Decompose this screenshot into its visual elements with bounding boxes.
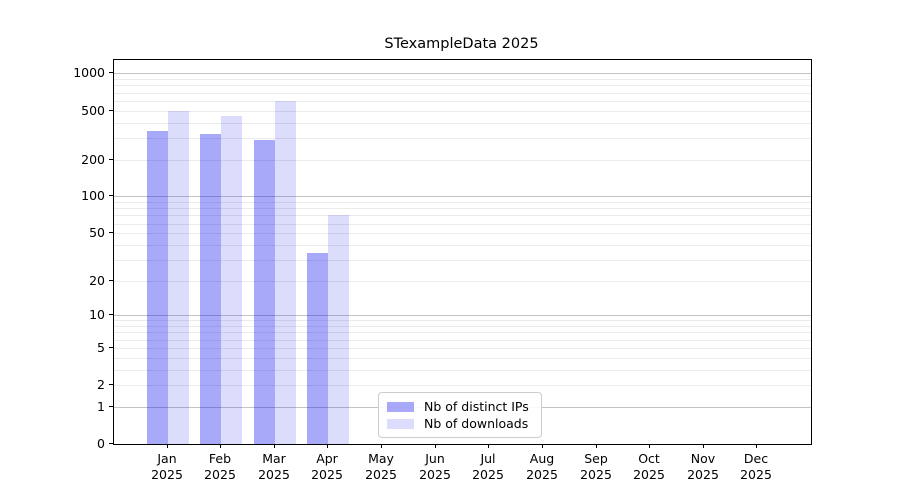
ytick-label-1: 1	[97, 399, 105, 414]
legend-swatch-downloads	[387, 418, 414, 429]
xtick-mark-sep	[596, 444, 597, 448]
legend-label-distinct-ips: Nb of distinct IPs	[424, 399, 529, 414]
ytick-label-0: 0	[97, 436, 105, 451]
ytick-mark-2	[109, 384, 113, 385]
gridline-y-300	[114, 138, 811, 139]
gridline-y-50	[114, 233, 811, 234]
xtick-mark-jan	[167, 444, 168, 448]
gridline-y-90	[114, 202, 811, 203]
ytick-label-1000: 1000	[73, 65, 105, 80]
gridline-y-1000	[114, 73, 811, 74]
bar-feb-distinct-ips	[200, 134, 221, 444]
gridline-y-100	[114, 196, 811, 197]
gridline-y-70	[114, 215, 811, 216]
ytick-mark-5	[109, 347, 113, 348]
gridline-y-400	[114, 123, 811, 124]
gridline-y-40	[114, 245, 811, 246]
xtick-mark-feb	[220, 444, 221, 448]
gridline-y-10	[114, 315, 811, 316]
xtick-mark-jun	[435, 444, 436, 448]
gridline-y-900	[114, 79, 811, 80]
gridline-y-6	[114, 340, 811, 341]
legend-label-downloads: Nb of downloads	[424, 416, 529, 431]
gridline-y-5	[114, 348, 811, 349]
gridline-y-600	[114, 101, 811, 102]
xtick-label-feb: Feb 2025	[204, 451, 236, 482]
bar-feb-downloads	[221, 116, 242, 444]
bar-mar-distinct-ips	[254, 140, 275, 444]
legend-item-distinct-ips: Nb of distinct IPs	[387, 398, 533, 415]
chart-title: STexampleData 2025	[384, 36, 539, 52]
gridline-y-80	[114, 208, 811, 209]
xtick-label-mar: Mar 2025	[258, 451, 290, 482]
ytick-mark-1	[109, 406, 113, 407]
ytick-mark-100	[109, 195, 113, 196]
xtick-mark-dec	[756, 444, 757, 448]
ytick-label-2: 2	[97, 377, 105, 392]
xtick-mark-jul	[488, 444, 489, 448]
ytick-mark-20	[109, 280, 113, 281]
xtick-mark-aug	[542, 444, 543, 448]
xtick-mark-nov	[703, 444, 704, 448]
gridline-y-2	[114, 385, 811, 386]
ytick-label-20: 20	[89, 273, 105, 288]
ytick-label-200: 200	[81, 152, 105, 167]
plot-area	[113, 59, 812, 445]
bar-mar-downloads	[275, 101, 296, 444]
ytick-label-10: 10	[89, 307, 105, 322]
bar-apr-downloads	[328, 215, 349, 444]
xtick-label-may: May 2025	[365, 451, 397, 482]
bar-apr-distinct-ips	[307, 253, 328, 444]
ytick-mark-10	[109, 314, 113, 315]
gridline-y-3	[114, 370, 811, 371]
ytick-label-100: 100	[81, 188, 105, 203]
xtick-label-aug: Aug 2025	[526, 451, 558, 482]
xtick-mark-may	[381, 444, 382, 448]
xtick-mark-mar	[274, 444, 275, 448]
ytick-mark-1000	[109, 72, 113, 73]
gridline-y-60	[114, 224, 811, 225]
gridline-y-8	[114, 326, 811, 327]
xtick-label-jun: Jun 2025	[419, 451, 451, 482]
ytick-mark-50	[109, 232, 113, 233]
gridline-y-700	[114, 93, 811, 94]
ytick-mark-200	[109, 159, 113, 160]
xtick-label-oct: Oct 2025	[633, 451, 665, 482]
xtick-label-dec: Dec 2025	[740, 451, 772, 482]
xtick-mark-oct	[649, 444, 650, 448]
gridline-y-500	[114, 111, 811, 112]
xtick-mark-apr	[327, 444, 328, 448]
ytick-mark-500	[109, 110, 113, 111]
xtick-label-sep: Sep 2025	[580, 451, 612, 482]
gridline-y-4	[114, 358, 811, 359]
xtick-label-jul: Jul 2025	[472, 451, 504, 482]
gridline-y-200	[114, 160, 811, 161]
xtick-label-nov: Nov 2025	[687, 451, 719, 482]
legend-swatch-distinct-ips	[387, 401, 414, 412]
xtick-label-jan: Jan 2025	[151, 451, 183, 482]
legend: Nb of distinct IPs Nb of downloads	[378, 392, 542, 438]
gridline-y-9	[114, 320, 811, 321]
gridline-y-30	[114, 260, 811, 261]
ytick-label-500: 500	[81, 103, 105, 118]
legend-item-downloads: Nb of downloads	[387, 415, 533, 432]
ytick-label-5: 5	[97, 340, 105, 355]
gridline-y-800	[114, 85, 811, 86]
ytick-label-50: 50	[89, 225, 105, 240]
bar-jan-downloads	[168, 111, 189, 444]
xtick-label-apr: Apr 2025	[311, 451, 343, 482]
ytick-mark-0	[109, 443, 113, 444]
gridline-y-7	[114, 332, 811, 333]
bar-jan-distinct-ips	[147, 131, 168, 444]
gridline-y-20	[114, 281, 811, 282]
